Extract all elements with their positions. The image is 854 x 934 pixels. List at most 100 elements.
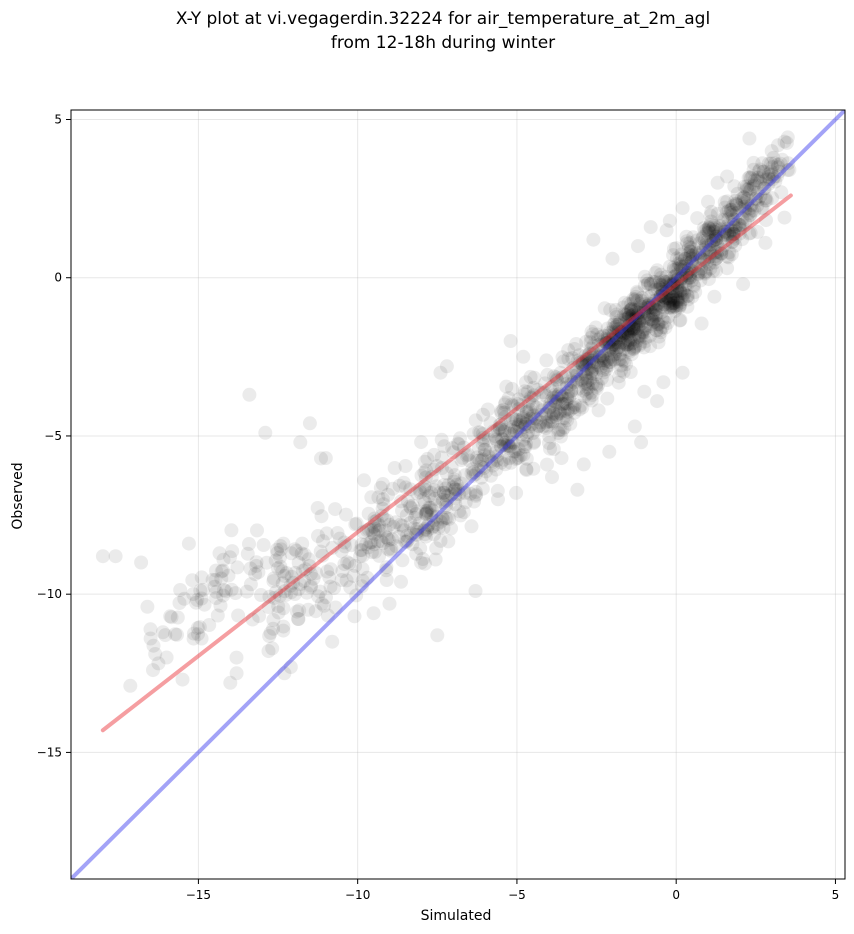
scatter-point: [658, 290, 672, 305]
scatter-point: [423, 485, 438, 500]
scatter-point: [755, 169, 770, 184]
scatter-point: [671, 261, 686, 276]
scatter-point: [388, 515, 403, 530]
scatter-point: [519, 375, 533, 390]
scatter-point: [659, 269, 674, 284]
scatter-point: [580, 373, 595, 388]
scatter-point: [606, 337, 621, 352]
scatter-point: [616, 300, 631, 315]
scatter-point: [728, 238, 743, 253]
scatter-point: [429, 479, 444, 494]
scatter-point: [722, 226, 737, 241]
scatter-point: [670, 281, 685, 296]
scatter-point: [718, 200, 732, 215]
scatter-point: [495, 432, 510, 447]
scatter-point: [732, 200, 747, 215]
scatter-point: [614, 363, 629, 378]
grid-lines: [71, 110, 845, 879]
scatter-point: [645, 306, 660, 321]
scatter-point: [624, 310, 639, 325]
scatter-point: [633, 317, 648, 332]
scatter-point: [223, 675, 238, 690]
scatter-point: [470, 450, 485, 465]
scatter-point: [575, 358, 590, 373]
scatter-point: [414, 435, 429, 450]
scatter-point: [642, 328, 657, 343]
scatter-point: [714, 222, 729, 237]
scatter-point: [579, 370, 594, 385]
scatter-point: [438, 510, 453, 525]
scatter-point: [642, 296, 656, 311]
scatter-point: [283, 660, 298, 674]
scatter-point: [548, 403, 563, 418]
scatter-point: [340, 555, 355, 570]
scatter-point: [720, 205, 734, 219]
scatter-point: [650, 317, 665, 332]
scatter-point: [726, 212, 741, 227]
scatter-point: [418, 527, 432, 542]
scatter-point: [616, 342, 631, 357]
scatter-point: [725, 207, 739, 222]
scatter-point: [419, 506, 434, 521]
scatter-point: [472, 453, 487, 468]
scatter-point: [761, 167, 776, 182]
scatter-point: [299, 585, 314, 600]
scatter-point: [759, 193, 774, 208]
scatter-point: [513, 414, 528, 429]
scatter-point: [242, 537, 256, 551]
scatter-point: [771, 138, 785, 153]
scatter-point: [560, 391, 575, 406]
scatter-point: [224, 582, 239, 597]
scatter-point: [530, 382, 545, 397]
scatter-point: [503, 439, 518, 454]
scatter-point: [448, 497, 463, 512]
scatter-point: [539, 421, 553, 436]
scatter-point: [626, 322, 641, 337]
scatter-point: [698, 223, 713, 238]
scatter-point: [404, 501, 418, 515]
scatter-point: [707, 255, 722, 270]
scatter-point: [641, 290, 656, 305]
scatter-point: [566, 368, 581, 383]
scatter-point: [271, 599, 286, 614]
scatter-point: [278, 587, 293, 602]
scatter-point: [690, 211, 705, 226]
scatter-point: [497, 410, 512, 425]
scatter-point: [471, 463, 486, 478]
scatter-point: [630, 293, 645, 308]
scatter-point: [375, 492, 390, 507]
scatter-point: [489, 462, 504, 477]
scatter-point: [433, 365, 448, 380]
scatter-point: [649, 323, 664, 338]
scatter-point: [576, 364, 591, 379]
scatter-point: [415, 552, 430, 566]
scatter-point: [599, 362, 614, 377]
scatter-point: [651, 317, 666, 332]
scatter-point: [717, 195, 732, 210]
scatter-point: [675, 365, 690, 380]
scatter-point: [672, 252, 687, 267]
scatter-point: [633, 299, 648, 314]
scatter-point: [291, 555, 306, 570]
scatter-point: [632, 311, 647, 326]
scatter-point: [717, 227, 731, 242]
scatter-point: [667, 293, 681, 308]
scatter-point: [680, 236, 695, 251]
scatter-point: [693, 273, 708, 288]
scatter-point: [701, 243, 716, 258]
scatter-point: [758, 193, 773, 208]
scatter-point: [635, 290, 649, 305]
scatter-point: [262, 589, 277, 604]
scatter-point: [279, 566, 294, 581]
scatter-point: [544, 410, 559, 425]
scatter-point: [533, 415, 548, 430]
scatter-point: [239, 584, 254, 599]
scatter-point: [601, 358, 616, 373]
scatter-point: [707, 218, 722, 233]
scatter-point: [436, 485, 451, 500]
scatter-point: [579, 362, 594, 377]
scatter-point: [468, 467, 483, 481]
scatter-point: [670, 251, 684, 266]
scatter-point: [494, 439, 509, 454]
scatter-point: [497, 397, 512, 412]
